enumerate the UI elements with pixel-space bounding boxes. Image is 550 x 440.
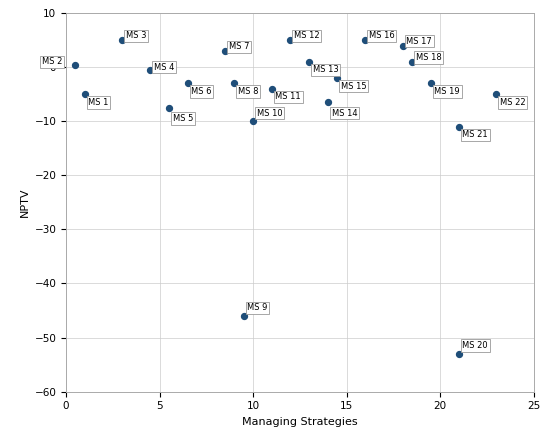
- Text: MS 11: MS 11: [276, 92, 301, 102]
- Text: MS 15: MS 15: [341, 82, 366, 91]
- Text: MS 2: MS 2: [42, 57, 62, 66]
- Point: [492, 91, 500, 98]
- Point: [118, 37, 127, 44]
- Text: MS 13: MS 13: [313, 66, 339, 74]
- Point: [164, 104, 173, 111]
- Text: MS 4: MS 4: [154, 63, 174, 72]
- Text: MS 21: MS 21: [463, 130, 488, 139]
- Point: [183, 80, 192, 87]
- Point: [71, 61, 80, 68]
- Point: [146, 66, 155, 73]
- Text: MS 9: MS 9: [248, 303, 268, 312]
- Point: [249, 118, 257, 125]
- Text: MS 18: MS 18: [416, 53, 442, 62]
- Text: MS 1: MS 1: [89, 98, 109, 107]
- Text: MS 7: MS 7: [229, 42, 249, 51]
- Text: MS 10: MS 10: [257, 109, 282, 118]
- Text: MS 17: MS 17: [406, 37, 432, 46]
- Y-axis label: NPTV: NPTV: [20, 187, 30, 217]
- Text: MS 19: MS 19: [434, 87, 460, 96]
- Text: MS 3: MS 3: [126, 31, 146, 40]
- Text: MS 6: MS 6: [191, 87, 212, 96]
- Point: [323, 99, 332, 106]
- Point: [221, 48, 229, 55]
- Text: MS 14: MS 14: [332, 109, 357, 118]
- Point: [267, 85, 276, 92]
- Point: [286, 37, 295, 44]
- Text: MS 22: MS 22: [500, 98, 525, 107]
- Point: [230, 80, 239, 87]
- Point: [361, 37, 370, 44]
- Point: [305, 59, 314, 66]
- Point: [239, 312, 248, 319]
- Point: [80, 91, 89, 98]
- Point: [426, 80, 435, 87]
- Text: MS 16: MS 16: [369, 31, 395, 40]
- Point: [333, 74, 342, 81]
- Text: MS 12: MS 12: [294, 31, 320, 40]
- Point: [454, 350, 463, 357]
- Text: MS 8: MS 8: [238, 87, 258, 96]
- Text: MS 20: MS 20: [463, 341, 488, 350]
- X-axis label: Managing Strategies: Managing Strategies: [242, 417, 358, 427]
- Point: [454, 123, 463, 130]
- Text: MS 5: MS 5: [173, 114, 193, 123]
- Point: [408, 59, 416, 66]
- Point: [398, 42, 407, 49]
